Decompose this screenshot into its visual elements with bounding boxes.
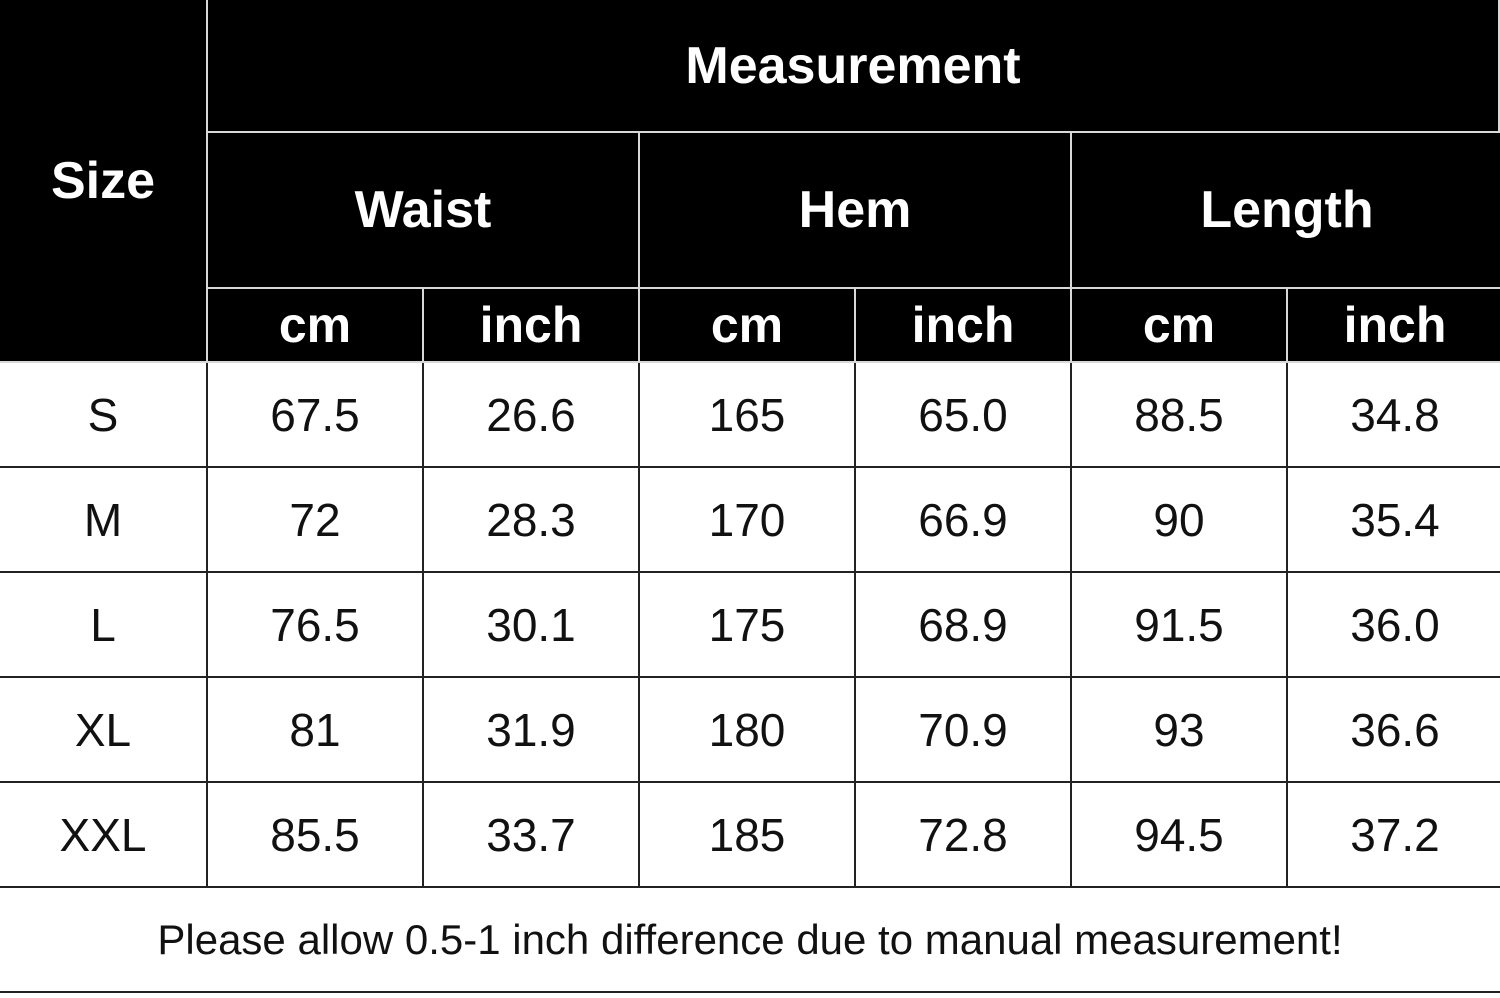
measurement-value: 66.9 [856, 468, 1072, 573]
measurement-value: 36.6 [1288, 678, 1500, 783]
measurement-value: 180 [640, 678, 856, 783]
measurement-value: 81 [208, 678, 424, 783]
size-label: XXL [0, 783, 208, 888]
unit-header: inch [424, 289, 640, 363]
measurement-value: 31.9 [424, 678, 640, 783]
measurement-value: 33.7 [424, 783, 640, 888]
measurement-value: 34.8 [1288, 363, 1500, 468]
unit-header: cm [208, 289, 424, 363]
measurement-value: 67.5 [208, 363, 424, 468]
measurement-value: 36.0 [1288, 573, 1500, 678]
size-label: M [0, 468, 208, 573]
measurement-value: 175 [640, 573, 856, 678]
size-label: S [0, 363, 208, 468]
footnote: Please allow 0.5-1 inch difference due t… [0, 888, 1500, 993]
measurement-value: 170 [640, 468, 856, 573]
measurement-value: 91.5 [1072, 573, 1288, 678]
measurement-value: 28.3 [424, 468, 640, 573]
measurement-value: 68.9 [856, 573, 1072, 678]
measurement-value: 30.1 [424, 573, 640, 678]
measurement-value: 70.9 [856, 678, 1072, 783]
group-header: Waist [208, 133, 640, 289]
unit-header: cm [640, 289, 856, 363]
unit-header: cm [1072, 289, 1288, 363]
unit-header: inch [856, 289, 1072, 363]
size-label: XL [0, 678, 208, 783]
group-header: Length [1072, 133, 1500, 289]
measurement-value: 94.5 [1072, 783, 1288, 888]
measurement-value: 26.6 [424, 363, 640, 468]
measurement-value: 85.5 [208, 783, 424, 888]
measurement-value: 37.2 [1288, 783, 1500, 888]
unit-header: inch [1288, 289, 1500, 363]
measurement-value: 185 [640, 783, 856, 888]
measurement-value: 72 [208, 468, 424, 573]
measurement-value: 88.5 [1072, 363, 1288, 468]
measurement-header: Measurement [208, 0, 1500, 133]
size-header: Size [0, 0, 208, 363]
size-label: L [0, 573, 208, 678]
measurement-value: 93 [1072, 678, 1288, 783]
group-header: Hem [640, 133, 1072, 289]
measurement-value: 90 [1072, 468, 1288, 573]
measurement-value: 65.0 [856, 363, 1072, 468]
measurement-value: 76.5 [208, 573, 424, 678]
measurement-value: 72.8 [856, 783, 1072, 888]
measurement-value: 165 [640, 363, 856, 468]
measurement-value: 35.4 [1288, 468, 1500, 573]
